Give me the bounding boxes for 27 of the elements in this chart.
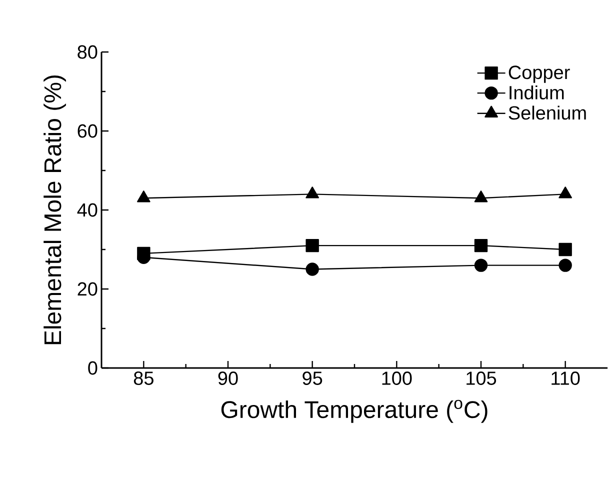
x-tick-label: 100 [382,372,412,385]
y-axis-title: Elemental Mole Ratio (%) [44,75,66,344]
y-tick-label: 0 [88,361,98,375]
point [474,258,488,272]
y-tick-label: 20 [78,282,98,296]
y-tick-label: 40 [77,203,98,217]
x-tick-label: 95 [302,372,322,385]
y-tick-label: 80 [78,45,98,59]
x-tick-label: 105 [466,372,496,385]
point [474,238,488,252]
point [137,246,150,260]
x-tick-label: 110 [552,372,580,385]
x-tick-label: 90 [218,372,238,385]
point [306,186,319,198]
point [306,238,319,252]
point [137,190,150,202]
x-axis-title: Growth Temperature ($^{o}$C) [221,400,488,423]
x-tick-label: 85 [134,372,154,385]
legend-label: Indium [510,85,564,100]
point [558,186,572,198]
point [558,258,572,272]
legend-label: Selenium [508,106,586,120]
point [558,242,572,256]
y-tick-label: 60 [78,124,98,138]
legend-label: Copper [508,66,570,83]
point [306,262,319,276]
point [474,190,488,202]
